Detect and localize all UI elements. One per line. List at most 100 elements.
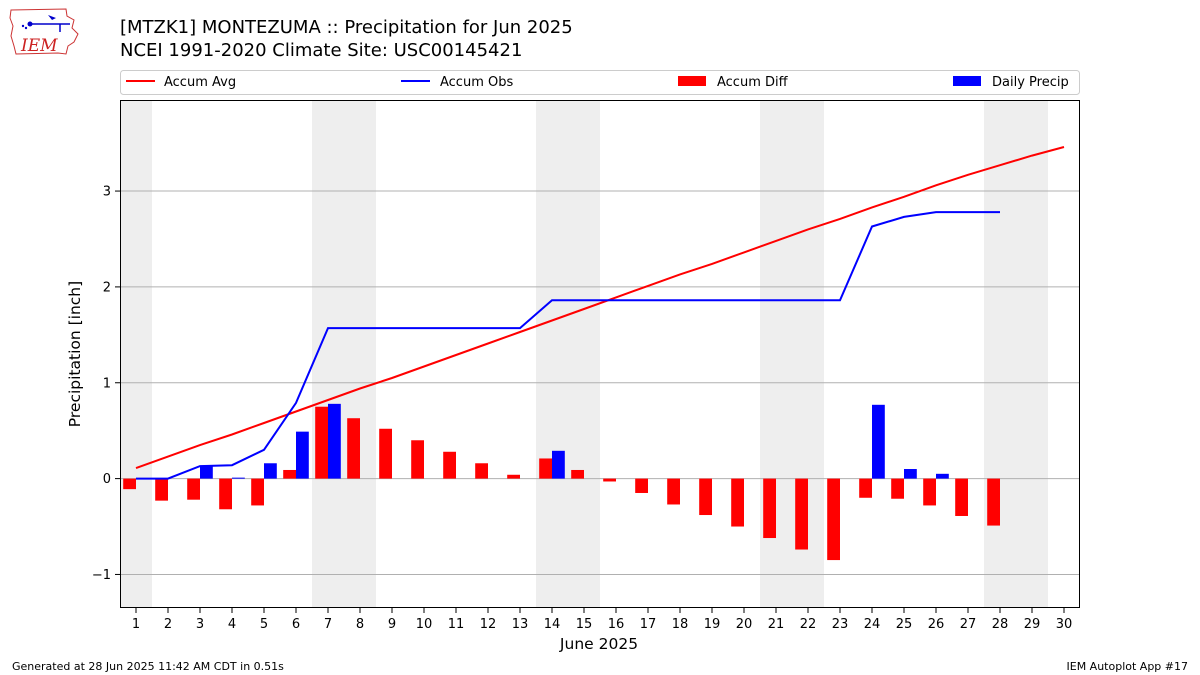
app-credit: IEM Autoplot App #17	[1066, 660, 1189, 673]
daily-precip-bar	[904, 469, 917, 479]
logo-drop-icon	[21, 24, 25, 28]
x-tick-label: 4	[228, 617, 236, 632]
generated-timestamp: Generated at 28 Jun 2025 11:42 AM CDT in…	[12, 660, 284, 673]
daily-precip-bar	[200, 466, 213, 479]
accum-diff-bar	[539, 458, 552, 479]
x-tick-label: 10	[416, 617, 433, 632]
accum-diff-bar	[507, 474, 520, 479]
legend-daily-precip-swatch	[953, 76, 981, 86]
accum-diff-bar	[603, 478, 616, 482]
x-tick-label: 5	[260, 617, 268, 632]
accum-diff-bar	[635, 478, 648, 493]
accum-diff-bar	[731, 478, 744, 527]
accum-diff-bar	[891, 478, 904, 499]
y-axis-ticks: −1 0 1 2 3	[92, 185, 120, 583]
accum-obs-line	[136, 211, 1000, 480]
x-tick-label: 3	[196, 617, 204, 632]
x-tick-label: 28	[992, 617, 1009, 632]
accum-diff-bar	[283, 469, 296, 479]
x-tick-label: 1	[132, 617, 140, 632]
accum-diff-bar	[123, 478, 136, 490]
x-tick-label: 20	[736, 617, 753, 632]
x-tick-label: 24	[864, 617, 881, 632]
accum-diff-bar	[379, 428, 392, 479]
x-axis-label: June 2025	[559, 635, 638, 653]
daily-precip-bar	[264, 463, 277, 479]
iem-logo: IEM	[9, 8, 79, 56]
daily-precip-bar	[936, 473, 949, 479]
legend-accum-avg-label: Accum Avg	[164, 75, 236, 90]
daily-precip-bar	[296, 431, 309, 479]
accum-diff-bar	[347, 418, 360, 479]
logo-drop-icon	[24, 26, 28, 30]
x-tick-label: 27	[960, 617, 977, 632]
accum-diff-bar	[411, 440, 424, 479]
legend-box	[120, 70, 1080, 95]
x-tick-label: 18	[672, 617, 689, 632]
weekend-band	[536, 100, 600, 608]
weekend-band	[312, 100, 376, 608]
accum-diff-bar	[795, 478, 808, 550]
accum-avg-line	[135, 146, 1065, 470]
daily-precip-bar	[872, 404, 885, 479]
accum-diff-bar	[859, 478, 872, 498]
y-axis-label: Precipitation [inch]	[66, 281, 84, 427]
logo-dot-icon	[27, 21, 33, 27]
x-tick-label: 19	[704, 617, 721, 632]
accum-diff-bar	[155, 478, 168, 501]
weekend-band	[120, 100, 152, 608]
x-axis-ticks: 1 2 3 4 5 6 7 8 9 10 11 12 13 14 15 16 17 18 19 20 21 22 23 24 2…	[132, 608, 1072, 632]
daily-precip-bar	[328, 403, 341, 479]
x-tick-label: 2	[164, 617, 172, 632]
x-tick-label: 17	[640, 617, 657, 632]
x-tick-label: 26	[928, 617, 945, 632]
legend-accum-obs-label: Accum Obs	[440, 75, 513, 90]
x-tick-label: 25	[896, 617, 913, 632]
y-tick-label: 0	[103, 472, 111, 487]
y-tick-label: 3	[103, 185, 111, 200]
x-tick-label: 15	[576, 617, 593, 632]
legend-accum-diff-label: Accum Diff	[717, 75, 789, 90]
y-tick-label: 2	[103, 280, 111, 295]
accum-diff-bar	[251, 478, 264, 506]
accum-lines	[135, 146, 1065, 480]
accum-diff-bar	[187, 478, 200, 500]
iowa-outline-icon	[9, 8, 79, 55]
y-tick-label: −1	[92, 568, 111, 583]
weekend-band	[984, 100, 1048, 608]
x-tick-label: 16	[608, 617, 625, 632]
chart-title: [MTZK1] MONTEZUMA :: Precipitation for J…	[120, 17, 573, 38]
accum-diff-bar	[667, 478, 680, 505]
daily-precip-bars	[200, 403, 949, 479]
accum-diff-bar	[923, 478, 936, 506]
daily-precip-bar	[232, 477, 245, 479]
accum-diff-bar	[443, 451, 456, 479]
x-tick-label: 21	[768, 617, 785, 632]
x-tick-label: 30	[1056, 617, 1073, 632]
plot-frame	[120, 100, 1080, 608]
x-tick-label: 29	[1024, 617, 1041, 632]
x-tick-label: 13	[512, 617, 529, 632]
legend: Accum Avg Accum Obs Accum Diff Daily Pre…	[120, 70, 1080, 95]
legend-accum-diff-swatch	[678, 76, 706, 86]
accum-diff-bars	[123, 406, 1000, 561]
x-tick-label: 12	[480, 617, 497, 632]
y-tick-label: 1	[103, 376, 111, 391]
accum-diff-bar	[987, 478, 1000, 526]
daily-precip-bar	[552, 450, 565, 479]
accum-diff-bar	[827, 478, 840, 561]
accum-diff-bar	[315, 406, 328, 479]
x-tick-label: 22	[800, 617, 817, 632]
accum-diff-bar	[955, 478, 968, 516]
x-tick-label: 23	[832, 617, 849, 632]
accum-diff-bar	[763, 478, 776, 539]
chart-subtitle: NCEI 1991-2020 Climate Site: USC00145421	[120, 40, 523, 61]
x-tick-label: 6	[292, 617, 300, 632]
accum-diff-bar	[475, 463, 488, 479]
logo-text: IEM	[20, 36, 58, 56]
x-tick-label: 8	[356, 617, 364, 632]
accum-diff-bar	[219, 478, 232, 510]
logo-wind-icon	[48, 15, 56, 20]
accum-diff-bar	[571, 469, 584, 479]
